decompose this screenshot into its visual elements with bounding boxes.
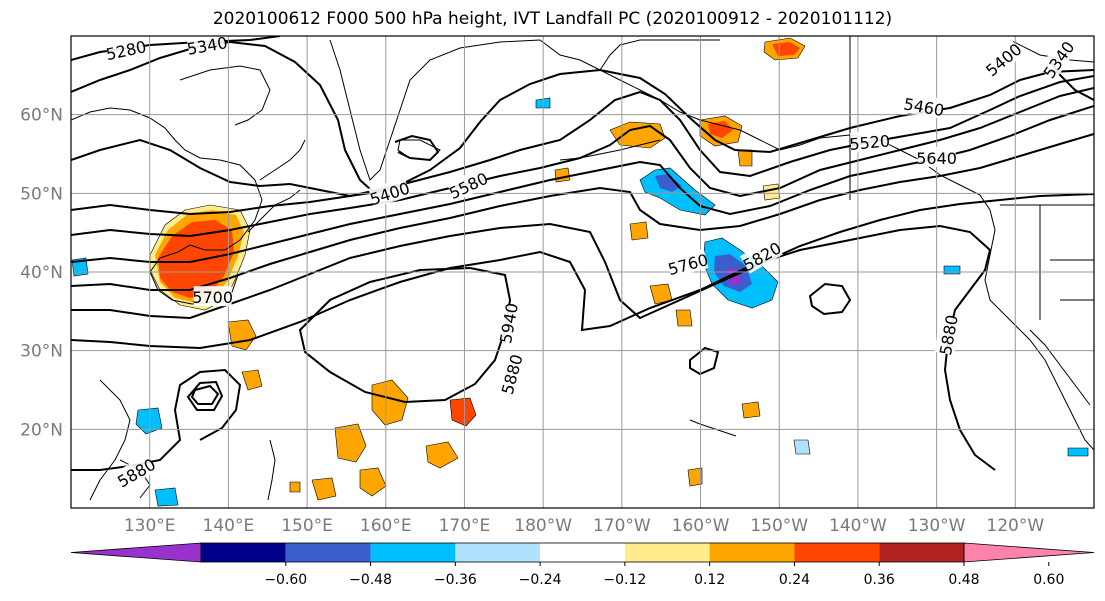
svg-text:5400: 5400 [368,178,413,209]
ivt-positive-region [371,379,409,426]
ivt-positive-region [289,481,301,493]
lon-tick-label: 130°W [908,516,966,536]
colorbar-tick-label: 0.36 [864,572,895,588]
ivt-positive-region [227,319,257,351]
height-contour-label: 5700 [192,286,233,307]
svg-text:5940: 5940 [496,302,522,345]
colorbar-swatch [540,543,625,562]
ivt-positive-region [425,441,459,469]
lon-tick-label: 160°E [360,516,412,536]
height-contour-label: 5520 [849,129,891,154]
lon-tick-label: 130°E [124,516,176,536]
colorbar-swatch [201,543,286,562]
svg-text:5340: 5340 [186,33,229,59]
colorbar-swatch [285,543,371,562]
colorbar: −0.60 −0.48 −0.36 −0.24 −0.12 0.12 0.24 0.36 0.4… [70,542,1095,588]
lat-tick-label: 30°N [20,342,63,362]
ivt-positive-region [609,121,666,149]
ivt-positive-region [675,309,693,327]
colorbar-extend-low [70,542,202,563]
height-contour-label: 5340 [1038,37,1078,82]
ivt-positive-region [741,401,761,419]
ivt-negative-region [1067,447,1089,457]
svg-text:5880: 5880 [498,352,527,396]
colorbar-tick-label: 0.24 [779,572,810,588]
ivt-positive-region [737,149,753,167]
lon-tick-label: 150°W [750,516,808,536]
height-contour-label: 5880 [496,352,527,397]
latitude-tick-labels: 20°N 30°N 40°N 50°N 60°N [20,106,63,441]
height-contour-label: 5400 [368,177,413,209]
lon-tick-label: 150°E [281,516,333,536]
ivt-positive-region [449,397,477,427]
colorbar-tick-label: 0.12 [694,572,725,588]
colorbar-swatch [370,543,456,562]
height-contour-label: 5760 [666,248,710,279]
height-contours [71,36,1094,471]
colorbar-tick-label: −0.48 [349,572,392,588]
colorbar-tick-label: −0.24 [519,572,562,588]
svg-text:5520: 5520 [849,131,891,153]
height-contour-label: 5340 [186,33,229,59]
lon-tick-label: 120°W [986,516,1044,536]
svg-text:5700: 5700 [192,288,233,307]
lon-tick-label: 140°E [203,516,255,536]
ivt-positive-region [359,467,387,497]
ivt-positive-region [629,221,649,241]
ivt-negative-region [793,439,811,455]
lon-tick-label: 170°W [593,516,651,536]
svg-text:5460: 5460 [902,94,945,120]
lat-tick-label: 20°N [20,420,63,440]
colorbar-swatch [794,543,880,562]
height-contour-label: 5880 [934,313,962,357]
svg-text:5640: 5640 [916,149,957,168]
colorbar-tick-label: −0.36 [434,572,477,588]
ivt-negative-region [135,407,163,435]
ivt-positive-region [334,423,367,463]
ivt-negative-region [655,174,682,192]
height-contour-label: 5880 [114,453,159,491]
ivt-positive-region [762,183,781,201]
colorbar-swatch [624,543,710,562]
ivt-negative-region [943,265,961,275]
ivt-positive-region [311,477,337,501]
ivt-positive-region [708,121,733,138]
lat-tick-label: 50°N [20,184,63,204]
lon-tick-label: 170°E [439,516,491,536]
map-frame [70,35,1095,509]
longitude-tick-labels: 130°E 140°E 150°E 160°E 170°E 180°W 170°W 160°W… [124,516,1045,536]
height-contour-label: 5640 [916,146,957,168]
ivt-positive-region [554,167,571,183]
lon-tick-label: 140°W [829,516,887,536]
ivt-positive-region [687,467,703,487]
colorbar-tick-label: −0.60 [264,572,307,588]
colorbar-swatch [879,543,964,562]
ivt-positive-region [158,220,234,298]
colorbar-tick-label: 0.48 [948,572,979,588]
height-contour-label: 5280 [104,36,148,64]
ivt-negative-region [154,487,179,507]
ivt-positive-region [241,369,263,391]
lon-tick-label: 160°W [672,516,730,536]
colorbar-extend-high [963,542,1095,563]
height-contour-label: 5940 [494,302,522,345]
map-title: 2020100612 F000 500 hPa height, IVT Land… [212,9,893,29]
colorbar-swatch [709,543,795,562]
colorbar-tick-label: −0.12 [603,572,646,588]
svg-text:5760: 5760 [666,250,710,279]
lon-tick-label: 180°W [514,516,572,536]
height-contour-label: 5460 [902,92,946,120]
lat-tick-label: 40°N [20,263,63,283]
svg-text:5280: 5280 [104,37,148,64]
colorbar-swatch [455,543,541,562]
colorbar-tick-label: 0.60 [1033,572,1064,588]
lat-tick-label: 60°N [20,106,63,126]
